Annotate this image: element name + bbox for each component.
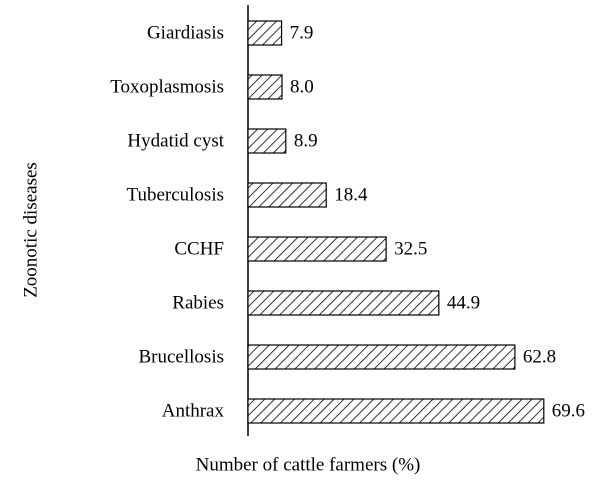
bar [247,182,327,208]
data-label: 44.9 [447,292,480,313]
data-label: 7.9 [290,22,314,43]
data-label: 32.5 [394,238,427,259]
y-tick-label: Anthrax [162,400,225,421]
bar [247,344,516,370]
data-label: 18.4 [334,184,368,205]
y-tick-label: Toxoplasmosis [110,76,224,97]
y-tick-label: Tuberculosis [127,184,224,205]
bar [247,398,545,424]
x-axis-label: Number of cattle farmers (%) [196,454,421,475]
data-label: 62.8 [523,346,556,367]
y-tick-label: Hydatid cyst [127,130,224,151]
bar [247,128,287,154]
data-label: 8.0 [290,76,314,97]
y-axis-label: Zoonotic diseases [20,162,41,298]
bar [247,236,387,262]
y-tick-label: Brucellosis [139,346,225,367]
data-label: 8.9 [294,130,318,151]
bar [247,290,440,316]
data-label: 69.6 [552,400,585,421]
y-tick-label: CCHF [174,238,224,259]
bar [247,20,283,46]
y-tick-label: Giardiasis [147,22,224,43]
bar [247,74,283,100]
y-tick-label: Rabies [172,292,224,313]
